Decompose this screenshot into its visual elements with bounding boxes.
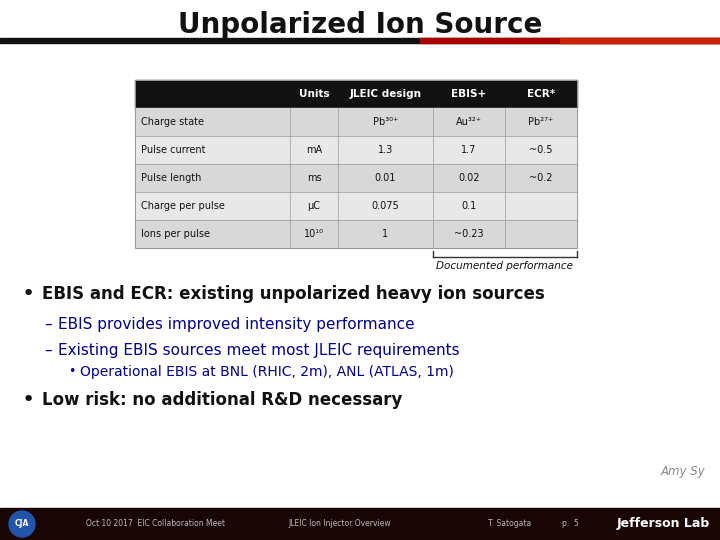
Text: Units: Units	[299, 89, 329, 99]
Text: μC: μC	[307, 201, 320, 211]
Bar	[135, 136, 577, 164]
Text: Ions per pulse: Ions per pulse	[141, 229, 210, 239]
Text: Operational EBIS at BNL (RHIC, 2m), ANL (ATLAS, 1m): Operational EBIS at BNL (RHIC, 2m), ANL …	[80, 365, 454, 379]
Bar	[420, 38, 720, 43]
Text: JLEIC design: JLEIC design	[349, 89, 421, 99]
Text: 0.02: 0.02	[458, 173, 480, 183]
Text: 0.075: 0.075	[372, 201, 400, 211]
Text: EBIS+: EBIS+	[451, 89, 487, 99]
Text: p.  5: p. 5	[562, 519, 578, 529]
Bar	[135, 192, 577, 220]
Bar	[135, 164, 577, 192]
Text: Au³²⁺: Au³²⁺	[456, 117, 482, 127]
Bar	[135, 80, 577, 108]
Text: •: •	[68, 366, 76, 379]
Bar	[0, 38, 720, 43]
Text: Oct 10 2017  EIC Collaboration Meet: Oct 10 2017 EIC Collaboration Meet	[86, 519, 225, 529]
Circle shape	[9, 511, 35, 537]
Text: –: –	[44, 316, 52, 332]
Text: •: •	[22, 284, 35, 304]
Text: •: •	[22, 390, 35, 410]
Text: Pb²⁷⁺: Pb²⁷⁺	[528, 117, 554, 127]
Text: Charge per pulse: Charge per pulse	[141, 201, 225, 211]
Bar	[135, 108, 577, 136]
Text: Unpolarized Ion Source: Unpolarized Ion Source	[178, 11, 542, 39]
Text: –: –	[44, 342, 52, 357]
Text: ~0.23: ~0.23	[454, 229, 484, 239]
Text: Existing EBIS sources meet most JLEIC requirements: Existing EBIS sources meet most JLEIC re…	[58, 342, 459, 357]
Text: Documented performance: Documented performance	[436, 261, 574, 271]
Bar	[0, 508, 720, 540]
Text: Charge state: Charge state	[141, 117, 204, 127]
Text: 1.7: 1.7	[462, 145, 477, 155]
Text: Amy Sy: Amy Sy	[660, 465, 705, 478]
Text: 0.01: 0.01	[375, 173, 396, 183]
Text: mA: mA	[306, 145, 322, 155]
Text: JLEIC Ion Injector Overview: JLEIC Ion Injector Overview	[289, 519, 391, 529]
Text: Jefferson Lab: Jefferson Lab	[617, 517, 710, 530]
Text: EBIS and ECR: existing unpolarized heavy ion sources: EBIS and ECR: existing unpolarized heavy…	[42, 285, 545, 303]
Text: 10¹⁰: 10¹⁰	[304, 229, 324, 239]
Text: 1.3: 1.3	[378, 145, 393, 155]
Text: 1: 1	[382, 229, 389, 239]
Bar	[135, 80, 577, 248]
Text: ECR*: ECR*	[527, 89, 555, 99]
Text: Low risk: no additional R&D necessary: Low risk: no additional R&D necessary	[42, 391, 402, 409]
Text: T. Satogata: T. Satogata	[488, 519, 531, 529]
Bar	[560, 38, 720, 43]
Text: CJA: CJA	[15, 519, 30, 529]
Text: EBIS provides improved intensity performance: EBIS provides improved intensity perform…	[58, 316, 415, 332]
Text: Pb³⁰⁺: Pb³⁰⁺	[373, 117, 398, 127]
Bar	[135, 220, 577, 248]
Text: ms: ms	[307, 173, 321, 183]
Text: ~0.2: ~0.2	[529, 173, 553, 183]
Text: 0.1: 0.1	[462, 201, 477, 211]
Text: ~0.5: ~0.5	[529, 145, 553, 155]
Text: Pulse current: Pulse current	[141, 145, 205, 155]
Text: Pulse length: Pulse length	[141, 173, 202, 183]
